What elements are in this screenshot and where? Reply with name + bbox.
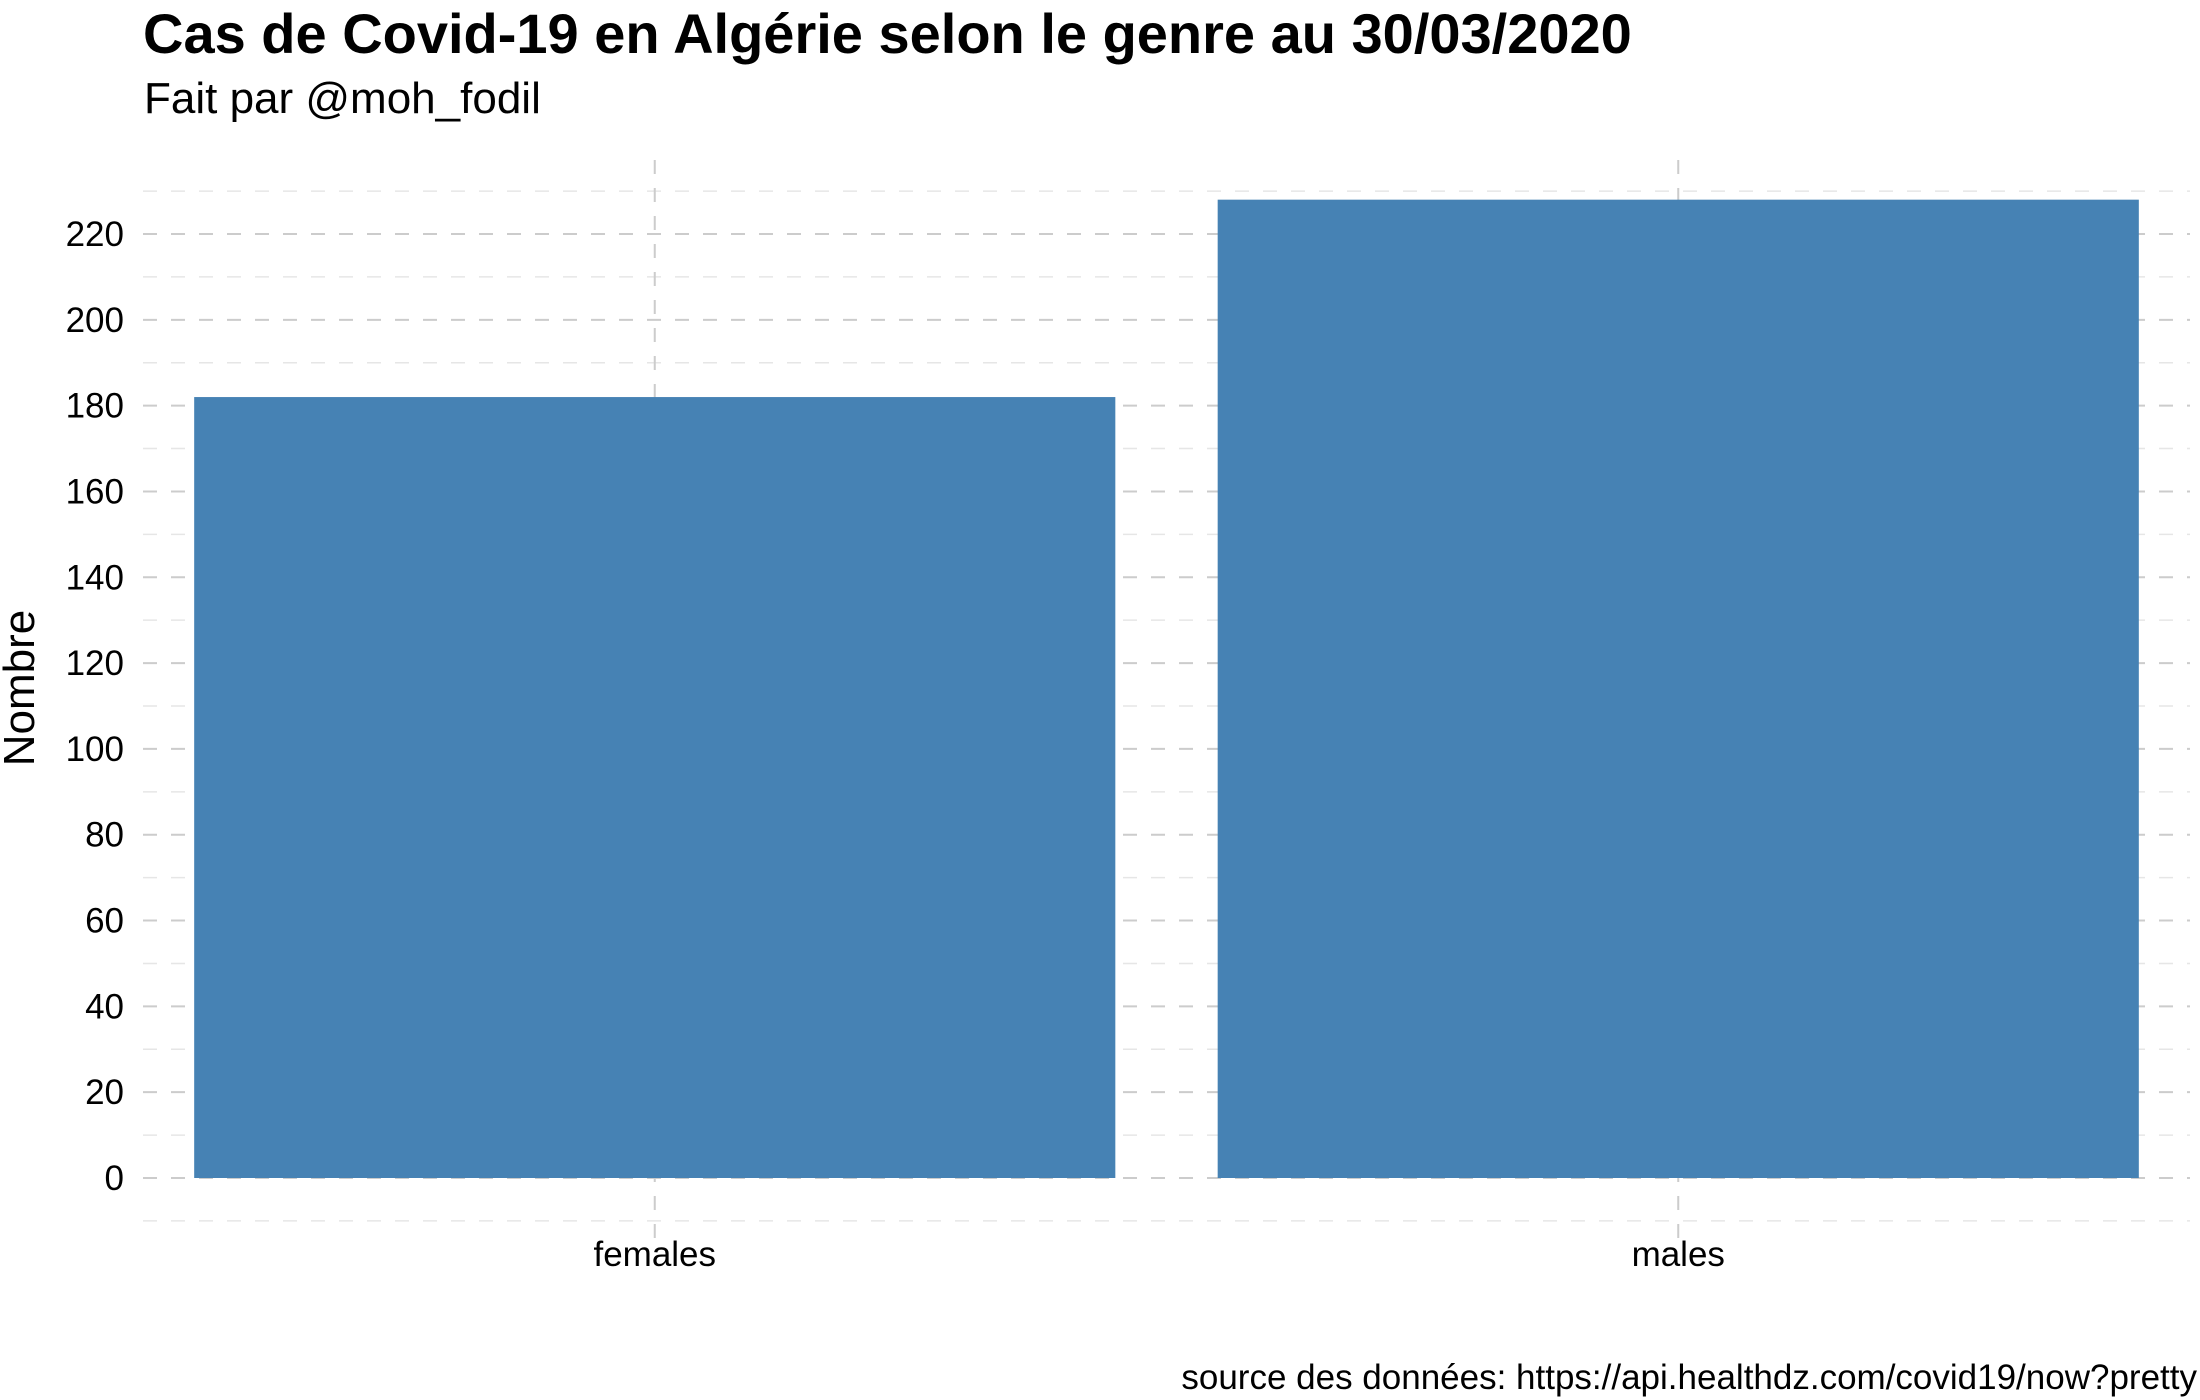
y-tick-label-140: 140: [66, 558, 124, 597]
bar-layer: [194, 199, 2139, 1178]
chart-subtitle: Fait par @moh_fodil: [144, 74, 541, 123]
y-tick-label-40: 40: [85, 987, 124, 1026]
y-tick-label-180: 180: [66, 387, 124, 426]
chart-caption: source des données: https://api.healthdz…: [1181, 1358, 2197, 1397]
y-tick-label-220: 220: [66, 215, 124, 254]
chart-title: Cas de Covid-19 en Algérie selon le genr…: [143, 2, 1632, 65]
y-tick-labels: 0 20 40 60 80 100 120 140 160 180 200 220: [66, 215, 124, 1198]
y-tick-label-80: 80: [85, 816, 124, 855]
bar-females: [194, 397, 1116, 1178]
x-tick-label-females: females: [593, 1235, 716, 1274]
y-tick-label-200: 200: [66, 301, 124, 340]
y-tick-label-160: 160: [66, 472, 124, 511]
bar-males: [1217, 199, 2139, 1178]
y-axis-title: Nombre: [0, 610, 44, 767]
x-tick-labels: females males: [593, 1235, 1724, 1274]
y-tick-label-60: 60: [85, 902, 124, 941]
y-tick-label-0: 0: [105, 1159, 124, 1198]
y-tick-label-100: 100: [66, 730, 124, 769]
x-tick-label-males: males: [1632, 1235, 1725, 1274]
y-tick-label-120: 120: [66, 644, 124, 683]
y-tick-label-20: 20: [85, 1073, 124, 1112]
